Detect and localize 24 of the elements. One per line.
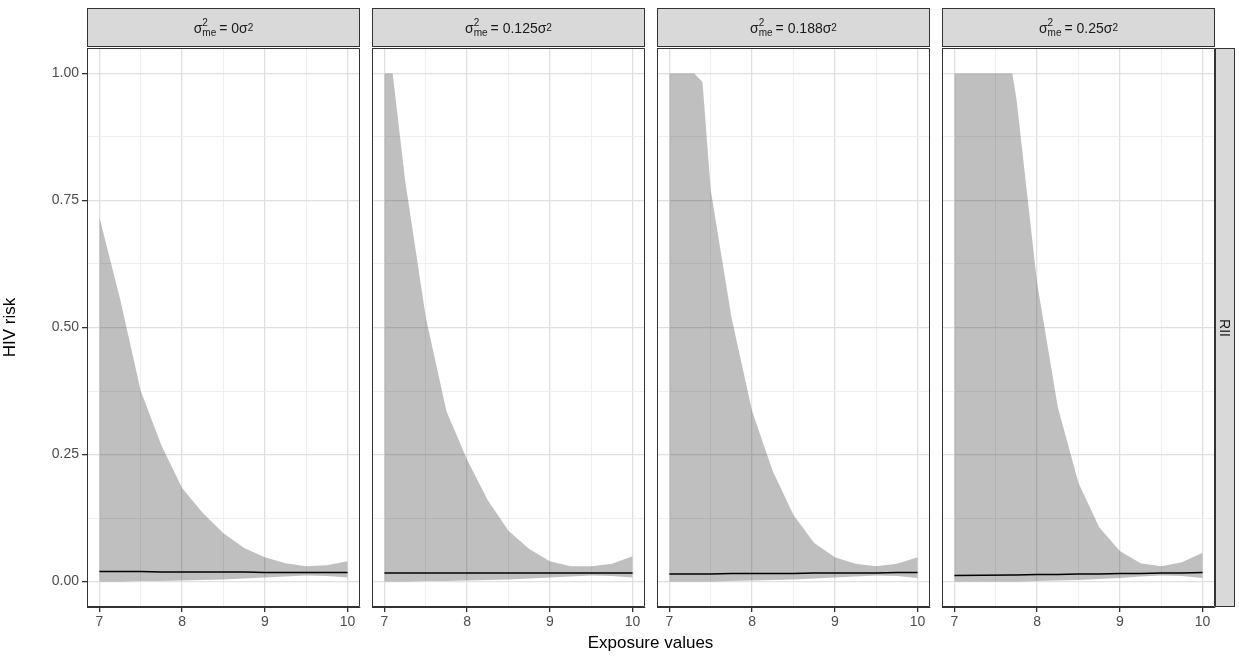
x-tick-label: 10: [1194, 613, 1211, 630]
x-tick-label: 7: [665, 613, 674, 630]
x-tick-label: 9: [260, 613, 269, 630]
x-tick-label: 8: [178, 613, 187, 630]
y-tick-label: 0.25: [51, 445, 80, 462]
x-tick-label: 9: [830, 613, 839, 630]
x-tick-label: 10: [624, 613, 641, 630]
x-tick-label: 8: [1033, 613, 1042, 630]
y-axis-title: HIV risk: [0, 297, 19, 358]
x-tick-label: 7: [380, 613, 389, 630]
y-tick-label: 0.75: [51, 191, 80, 208]
x-tick-label: 7: [95, 613, 104, 630]
y-tick-label: 0.00: [51, 572, 80, 589]
y-tick-label: 0.50: [51, 318, 80, 335]
y-tick-label: 1.00: [51, 64, 80, 81]
x-tick-label: 8: [463, 613, 472, 630]
x-tick-label: 9: [545, 613, 554, 630]
x-tick-label: 9: [1115, 613, 1124, 630]
x-tick-label: 7: [950, 613, 959, 630]
text: RII: [1216, 318, 1233, 337]
x-axis-title: Exposure values: [587, 633, 714, 653]
x-tick-label: 10: [339, 613, 356, 630]
x-tick-label: 8: [748, 613, 757, 630]
x-tick-label: 10: [909, 613, 926, 630]
